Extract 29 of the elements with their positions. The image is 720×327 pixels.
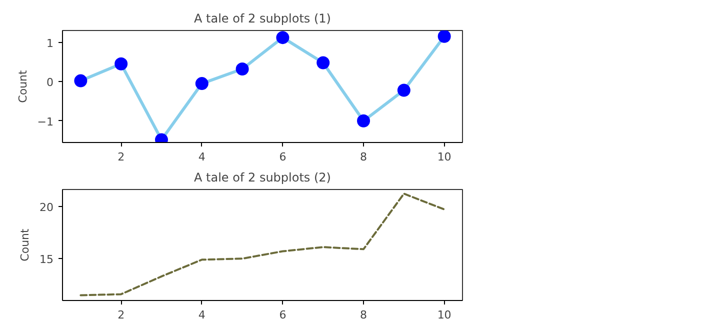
y-tick-label: 0: [46, 76, 54, 90]
y-tick-label: −1: [37, 115, 54, 128]
chart-title: A tale of 2 subplots (2): [194, 170, 331, 184]
x-tick-label: 10: [437, 308, 452, 322]
point: [195, 77, 208, 90]
x-tick-label: 8: [360, 308, 368, 322]
point: [236, 62, 249, 76]
x-tick-label: 4: [198, 308, 206, 322]
y-tick-label: 20: [40, 200, 54, 214]
point: [276, 31, 290, 44]
point: [74, 74, 88, 88]
line-series: [80, 192, 446, 296]
x-tick-label: 2: [118, 150, 125, 164]
point: [438, 30, 451, 43]
point: [357, 114, 370, 128]
y-tick-label: 15: [40, 253, 54, 266]
x-tick-label: 4: [198, 150, 206, 164]
x-tick-label: 6: [279, 150, 286, 164]
y-axis-title: Count: [18, 228, 32, 262]
chart-title: A tale of 2 subplots (1): [194, 12, 331, 26]
y-axis-title: Count: [16, 69, 30, 103]
y-tick-label: 1: [46, 36, 54, 50]
x-tick-label: 10: [437, 150, 452, 164]
point: [397, 84, 410, 97]
x-tick-label: 6: [279, 308, 286, 322]
x-tick-label: 8: [360, 150, 368, 164]
point: [316, 56, 330, 70]
x-tick-label: 2: [118, 308, 125, 322]
point: [114, 57, 128, 70]
